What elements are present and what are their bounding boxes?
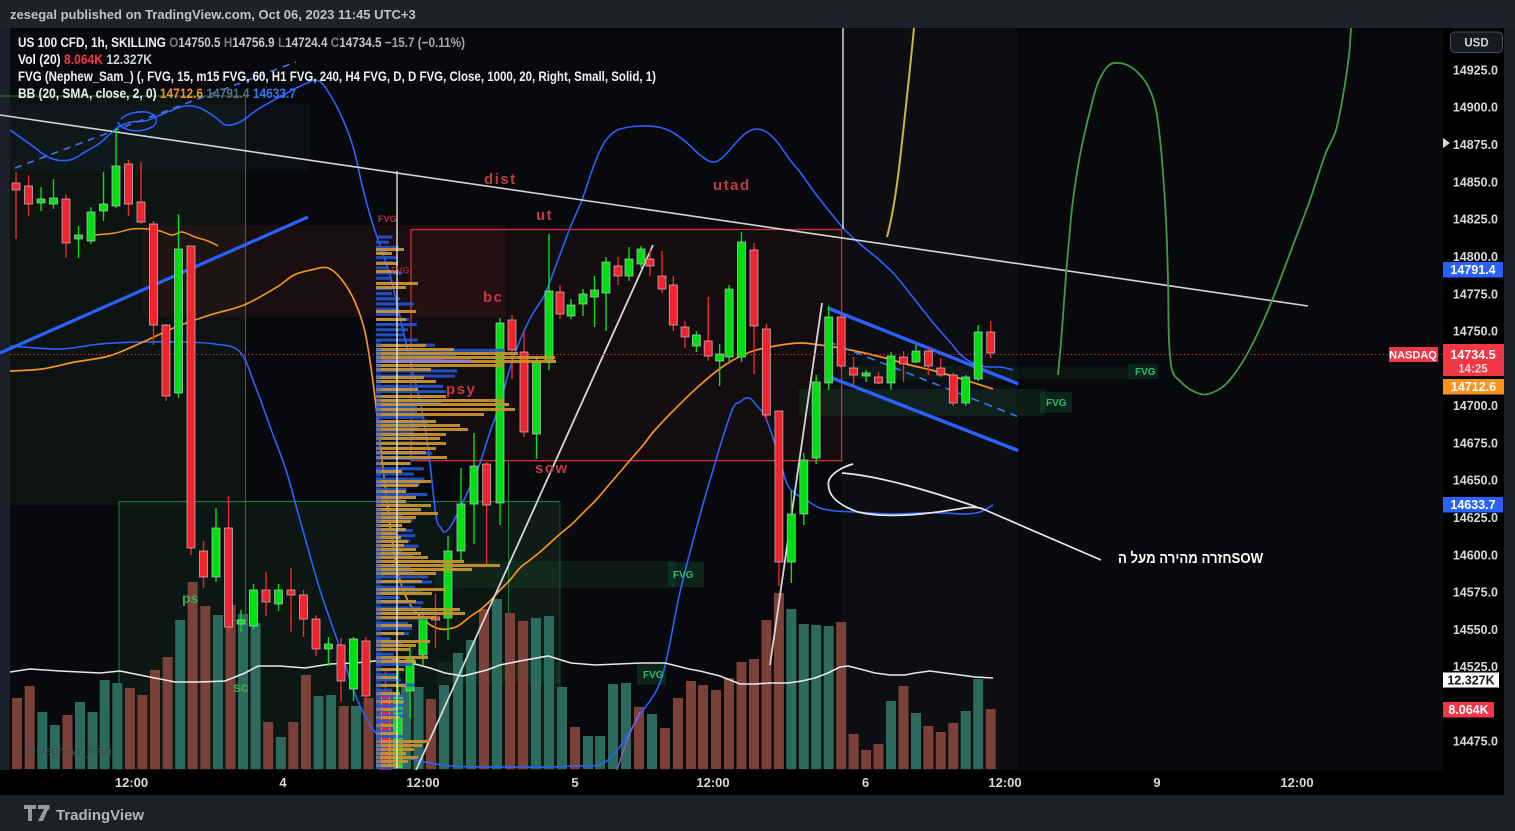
svg-text:FVG (Nephew_Sam_) (, FVG, 15,: FVG (Nephew_Sam_) (, FVG, 15, m15 FVG, 6… bbox=[18, 69, 656, 84]
svg-text:14675.0: 14675.0 bbox=[1453, 437, 1498, 451]
svg-text:sow: sow bbox=[535, 460, 569, 477]
svg-text:9: 9 bbox=[1153, 775, 1160, 790]
svg-text:12:00: 12:00 bbox=[988, 775, 1021, 790]
svg-text:14850.0: 14850.0 bbox=[1453, 176, 1498, 190]
svg-text:14:25: 14:25 bbox=[1458, 364, 1488, 376]
svg-text:12:00: 12:00 bbox=[115, 775, 148, 790]
svg-text:14825.0: 14825.0 bbox=[1453, 213, 1498, 227]
svg-text:NASDAQ: NASDAQ bbox=[1389, 350, 1437, 362]
svg-text:12:00: 12:00 bbox=[696, 775, 729, 790]
svg-text:Vol (20) 8.064K 12.327K: Vol (20) 8.064K 12.327K bbox=[18, 52, 152, 67]
svg-text:14734.5: 14734.5 bbox=[1450, 348, 1495, 362]
svg-text:14550.0: 14550.0 bbox=[1453, 623, 1498, 637]
svg-text:dist: dist bbox=[484, 171, 517, 188]
svg-text:14633.7: 14633.7 bbox=[1450, 498, 1495, 512]
svg-text:FVG: FVG bbox=[391, 266, 410, 276]
svg-text:bc: bc bbox=[483, 289, 504, 306]
svg-text:14525.0: 14525.0 bbox=[1453, 660, 1498, 674]
svg-text:14900.0: 14900.0 bbox=[1453, 101, 1498, 115]
svg-text:5: 5 bbox=[571, 775, 578, 790]
svg-text:FVG: FVG bbox=[1135, 367, 1156, 378]
svg-text:utad: utad bbox=[713, 177, 751, 194]
svg-text:14575.0: 14575.0 bbox=[1453, 586, 1498, 600]
svg-text:12.327K: 12.327K bbox=[1447, 673, 1494, 687]
svg-text:FVG: FVG bbox=[673, 570, 694, 581]
svg-text:TradingView: TradingView bbox=[56, 807, 144, 824]
svg-text:14600.0: 14600.0 bbox=[1453, 549, 1498, 563]
svg-text:4: 4 bbox=[279, 775, 287, 790]
svg-text:FVG: FVG bbox=[378, 214, 397, 224]
svg-text:sc: sc bbox=[233, 679, 249, 695]
svg-text:14875.0: 14875.0 bbox=[1453, 138, 1498, 152]
svg-text:14475.0: 14475.0 bbox=[1453, 735, 1498, 749]
svg-text:12:00: 12:00 bbox=[406, 775, 439, 790]
svg-text:14800.0: 14800.0 bbox=[1453, 250, 1498, 264]
svg-text:ה לעמ הריהמ הרזחSOW: ה לעמ הריהמ הרזחSOW bbox=[1118, 550, 1264, 567]
svg-text:14775.0: 14775.0 bbox=[1453, 288, 1498, 302]
svg-text:@Nephew_Sam_: @Nephew_Sam_ bbox=[24, 744, 119, 758]
svg-text:8.064K: 8.064K bbox=[1448, 703, 1488, 717]
svg-text:ps: ps bbox=[182, 590, 199, 606]
svg-text:BB (20, SMA, close, 2, 0) 147: BB (20, SMA, close, 2, 0) 14712.6 14791.… bbox=[18, 86, 296, 101]
svg-text:14925.0: 14925.0 bbox=[1453, 64, 1498, 78]
svg-text:14712.6: 14712.6 bbox=[1451, 380, 1496, 394]
svg-text:ut: ut bbox=[536, 207, 553, 224]
svg-text:14750.0: 14750.0 bbox=[1453, 325, 1498, 339]
svg-text:6: 6 bbox=[862, 775, 869, 790]
svg-text:14650.0: 14650.0 bbox=[1453, 474, 1498, 488]
svg-text:FVG: FVG bbox=[1046, 398, 1067, 409]
svg-text:FVG: FVG bbox=[643, 670, 664, 681]
svg-text:14791.4: 14791.4 bbox=[1450, 263, 1495, 277]
svg-text:14625.0: 14625.0 bbox=[1453, 511, 1498, 525]
svg-text:zesegal published on TradingVi: zesegal published on TradingView.com, Oc… bbox=[10, 7, 416, 22]
svg-text:12:00: 12:00 bbox=[1280, 775, 1313, 790]
svg-text:psy: psy bbox=[446, 381, 476, 398]
svg-text:US 100 CFD, 1h, SKILLING O147: US 100 CFD, 1h, SKILLING O14750.5 H14756… bbox=[18, 35, 465, 50]
svg-text:14700.0: 14700.0 bbox=[1453, 399, 1498, 413]
svg-text:USD: USD bbox=[1464, 38, 1488, 50]
